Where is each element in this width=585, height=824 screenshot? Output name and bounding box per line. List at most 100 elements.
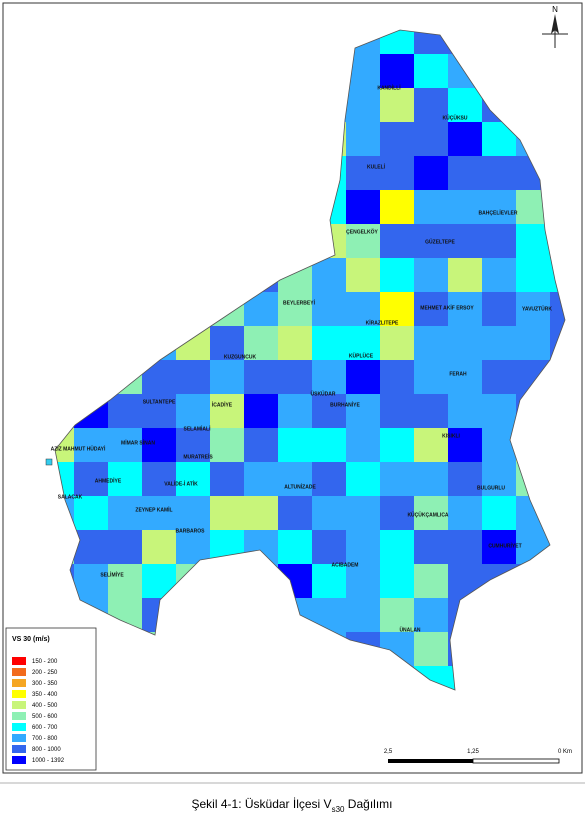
grid-cell bbox=[414, 360, 448, 394]
grid-cell bbox=[346, 190, 380, 224]
district-label: SELAMİALİ bbox=[184, 425, 212, 432]
district-label: KISIKLI bbox=[442, 433, 460, 439]
grid-cell bbox=[346, 496, 380, 530]
district-label: BULGURLU bbox=[477, 485, 505, 491]
grid-cell bbox=[108, 564, 142, 598]
legend-swatch bbox=[12, 734, 26, 742]
grid-cell bbox=[414, 462, 448, 496]
grid-cell bbox=[312, 326, 346, 360]
legend-title: VS 30 (m/s) bbox=[12, 636, 50, 643]
grid-cell bbox=[312, 496, 346, 530]
district-label: YAVUZTÜRK bbox=[522, 305, 552, 312]
grid-cell bbox=[516, 292, 550, 326]
legend-label: 1000 - 1392 bbox=[32, 758, 65, 764]
district-label: KUZGUNCUK bbox=[224, 354, 257, 360]
district-boundary bbox=[54, 29, 566, 691]
grid-cell bbox=[176, 530, 210, 564]
grid-cell bbox=[414, 258, 448, 292]
grid-cell bbox=[414, 190, 448, 224]
grid-cell bbox=[414, 496, 448, 530]
grid-cell bbox=[176, 462, 210, 496]
legend-swatch bbox=[12, 723, 26, 731]
legend-label: 500 - 600 bbox=[32, 714, 58, 720]
grid-cell bbox=[74, 530, 108, 564]
district-label: İCADİYE bbox=[212, 401, 233, 408]
grid-cell bbox=[346, 462, 380, 496]
grid-cell bbox=[380, 360, 414, 394]
grid-cell bbox=[278, 326, 312, 360]
grid-cell bbox=[312, 530, 346, 564]
grid-cell bbox=[142, 428, 176, 462]
grid-cell bbox=[210, 360, 244, 394]
scale-label: 2,5 bbox=[384, 749, 393, 755]
grid-cell bbox=[380, 156, 414, 190]
grid-cell bbox=[108, 428, 142, 462]
north-arrow: N bbox=[542, 5, 568, 48]
caption-text: Şekil 4-1: Üsküdar İlçesi V bbox=[192, 797, 332, 811]
caption: Şekil 4-1: Üsküdar İlçesi Vs30 Dağılımı bbox=[192, 797, 393, 814]
district-label: MİMAR SİNAN bbox=[121, 439, 155, 446]
grid-cell bbox=[108, 496, 142, 530]
grid-cell bbox=[244, 462, 278, 496]
grid-cell bbox=[346, 156, 380, 190]
grid-cell bbox=[210, 326, 244, 360]
caption-text: Dağılımı bbox=[344, 797, 392, 811]
grid-cell bbox=[108, 462, 142, 496]
grid-cell bbox=[142, 394, 176, 428]
grid-cell bbox=[414, 598, 448, 632]
grid-cell bbox=[414, 292, 448, 326]
grid-cell bbox=[380, 54, 414, 88]
grid-cell bbox=[278, 292, 312, 326]
grid-cell bbox=[414, 428, 448, 462]
grid-cell bbox=[142, 530, 176, 564]
grid-cell bbox=[108, 530, 142, 564]
grid-cell bbox=[176, 394, 210, 428]
legend-label: 800 - 1000 bbox=[32, 747, 61, 753]
district-label: MURATREİS bbox=[183, 453, 213, 460]
district-label: VALİDE-İ ATİK bbox=[164, 480, 198, 487]
grid-cell bbox=[278, 530, 312, 564]
island bbox=[45, 458, 53, 466]
grid-cell bbox=[482, 326, 516, 360]
grid-cell bbox=[74, 428, 108, 462]
grid-cell bbox=[482, 190, 516, 224]
grid-cell bbox=[380, 88, 414, 122]
district-label: AZİZ MAHMUT HÜDAYİ bbox=[51, 445, 106, 452]
district-label: ALTUNİZADE bbox=[284, 483, 316, 490]
grid-cell bbox=[414, 88, 448, 122]
scale-label: 1,25 bbox=[467, 749, 479, 755]
grid-cell bbox=[74, 496, 108, 530]
district-label: ÜSKÜDAR bbox=[311, 390, 336, 397]
grid-cell bbox=[176, 360, 210, 394]
grid-cell bbox=[380, 122, 414, 156]
district-label: AHMEDİYE bbox=[95, 477, 122, 484]
grid-cell bbox=[414, 394, 448, 428]
caption-subscript: s30 bbox=[332, 805, 345, 814]
grid-cell bbox=[448, 462, 482, 496]
district-label: ÜNALAN bbox=[399, 626, 420, 633]
grid-cell bbox=[346, 326, 380, 360]
grid-cell bbox=[482, 496, 516, 530]
district-label: BEYLERBEYİ bbox=[283, 299, 316, 306]
legend-label: 150 - 200 bbox=[32, 659, 58, 665]
grid-cell bbox=[414, 530, 448, 564]
district-label: KANDİLLİ bbox=[377, 84, 401, 91]
legend-label: 600 - 700 bbox=[32, 725, 58, 731]
grid-cell bbox=[312, 394, 346, 428]
grid-cell bbox=[244, 394, 278, 428]
grid-cell bbox=[346, 224, 380, 258]
legend-swatch bbox=[12, 679, 26, 687]
legend-swatch bbox=[12, 745, 26, 753]
grid-cell bbox=[278, 428, 312, 462]
grid-cell bbox=[244, 428, 278, 462]
grid-cell bbox=[380, 428, 414, 462]
grid-cell bbox=[176, 428, 210, 462]
district-label: CUMHURİYET bbox=[488, 542, 521, 549]
grid-cell bbox=[142, 496, 176, 530]
grid-cell bbox=[74, 564, 108, 598]
grid-cell bbox=[448, 326, 482, 360]
grid-cell bbox=[210, 428, 244, 462]
grid-cell bbox=[482, 292, 516, 326]
grid-cell bbox=[482, 258, 516, 292]
grid-cell bbox=[448, 394, 482, 428]
